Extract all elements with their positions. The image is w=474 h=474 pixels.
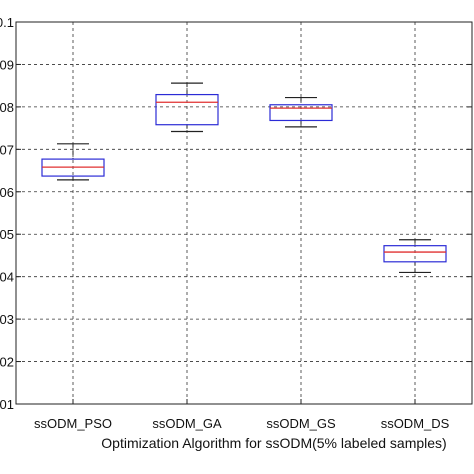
y-tick-label: .04 bbox=[0, 270, 14, 285]
y-tick-label: .07 bbox=[0, 142, 14, 157]
interquartile-box bbox=[269, 104, 333, 122]
box-ssODM_GS bbox=[269, 96, 333, 128]
y-tick-label: .03 bbox=[0, 312, 14, 327]
box-ssODM_DS bbox=[383, 239, 447, 274]
y-tick-label: .09 bbox=[0, 57, 14, 72]
y-axis-ticks: .01 .02 .03 .04 .05 .06 .07 .08 .09 0.1 bbox=[0, 15, 472, 412]
y-tick-label: 0.1 bbox=[0, 15, 14, 30]
y-tick-label: .01 bbox=[0, 397, 14, 412]
x-tick-label: ssODM_DS bbox=[381, 416, 450, 431]
interquartile-box bbox=[155, 93, 219, 126]
interquartile-box bbox=[383, 245, 447, 263]
box-series bbox=[41, 82, 447, 274]
x-tick-label: ssODM_GA bbox=[152, 416, 222, 431]
x-tick-label: ssODM_PSO bbox=[34, 416, 112, 431]
x-axis-ticks: ssODM_PSO ssODM_GA ssODM_GS ssODM_DS bbox=[34, 399, 450, 431]
x-tick-label: ssODM_GS bbox=[266, 416, 336, 431]
y-tick-label: .06 bbox=[0, 185, 14, 200]
box-ssODM_PSO bbox=[41, 143, 105, 181]
y-tick-label: .02 bbox=[0, 355, 14, 370]
y-tick-label: .08 bbox=[0, 100, 14, 115]
grid-lines bbox=[16, 22, 472, 404]
plot-frame bbox=[15, 21, 473, 405]
x-axis-label: Optimization Algorithm for ssODM(5% labe… bbox=[101, 435, 446, 451]
box-ssODM_GA bbox=[155, 82, 219, 133]
y-tick-label: .05 bbox=[0, 227, 14, 242]
